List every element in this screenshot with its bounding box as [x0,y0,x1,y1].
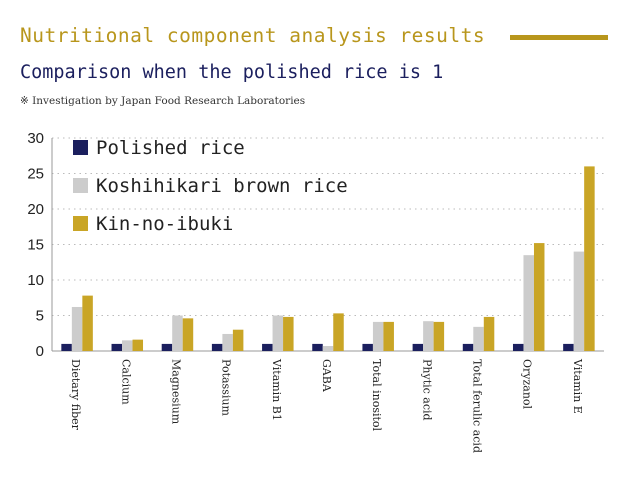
y-tick-label: 0 [36,343,44,360]
bar-koshihikari-brown-rice [372,321,384,351]
bar-kin-no-ibuki [232,329,244,351]
source-note: ※ Investigation by Japan Food Research L… [20,95,306,107]
bars [61,166,595,351]
title-underline-rule [510,35,608,40]
y-tick-label: 25 [27,166,44,183]
axes: 0 5 10 15 20 25 30 [27,130,604,360]
bar-koshihikari-brown-rice [71,306,83,351]
x-category-label: Dietary fiber [69,359,82,431]
bar-kin-no-ibuki [82,295,93,351]
y-tick-label: 15 [27,237,44,254]
bar-kin-no-ibuki [333,313,344,351]
bar-polished-rice [462,343,474,351]
x-category-label: Total ferulic acid [471,359,484,453]
bar-koshihikari-brown-rice [222,333,233,351]
bar-koshihikari-brown-rice [122,340,133,351]
bar-polished-rice [211,343,223,351]
bar-polished-rice [161,343,173,351]
bar-polished-rice [61,343,72,351]
x-category-label: Potassium [220,359,233,416]
bar-polished-rice [312,343,323,351]
bar-kin-no-ibuki [383,321,394,351]
grid-lines [52,137,604,316]
title-row: Nutritional component analysis results [20,24,620,52]
x-category-label: Vitamin B1 [270,358,283,421]
legend-swatch [73,140,88,155]
legend-label: Kin-no-ibuki [96,213,233,235]
bar-koshihikari-brown-rice [573,251,585,351]
bar-polished-rice [111,343,123,351]
x-category-label: Phytic acid [420,359,433,421]
bar-polished-rice [512,343,524,351]
bar-polished-rice [412,343,424,351]
bar-koshihikari-brown-rice [272,315,284,351]
y-tick-label: 10 [27,272,44,289]
y-tick-label: 30 [27,130,44,147]
bar-polished-rice [563,343,574,351]
bar-koshihikari-brown-rice [423,321,434,351]
page-title: Nutritional component analysis results [20,24,486,47]
chart-subtitle: Comparison when the polished rice is 1 [20,62,444,83]
bar-koshihikari-brown-rice [523,255,534,351]
bar-koshihikari-brown-rice [322,346,334,351]
bar-polished-rice [362,343,373,351]
bar-kin-no-ibuki [483,316,495,351]
bar-kin-no-ibuki [433,321,445,351]
legend-swatch [73,216,88,231]
bar-polished-rice [262,343,273,351]
bar-kin-no-ibuki [533,243,545,351]
legend-label: Koshihikari brown rice [96,175,348,197]
x-category-label: Total inositol [370,359,383,432]
x-category-label: Vitamin E [571,358,584,414]
category-labels: Dietary fiber Calcium Magnesium Potassium Vi… [69,358,584,453]
legend: Polished rice Koshihikari brown rice Kin-n… [73,137,348,235]
legend-label: Polished rice [96,137,245,159]
y-tick-label: 20 [27,201,44,218]
bar-kin-no-ibuki [584,166,595,351]
y-tick-label: 5 [36,308,44,325]
bar-koshihikari-brown-rice [172,315,183,351]
legend-swatch [73,178,88,193]
x-category-label: Magnesium [169,359,182,425]
x-category-label: Calcium [119,359,132,405]
bar-kin-no-ibuki [182,318,194,351]
bar-koshihikari-brown-rice [473,326,484,351]
x-category-label: GABA [320,359,333,393]
bar-kin-no-ibuki [132,339,144,351]
bar-kin-no-ibuki [283,316,294,351]
x-category-label: Oryzanol [521,359,534,410]
